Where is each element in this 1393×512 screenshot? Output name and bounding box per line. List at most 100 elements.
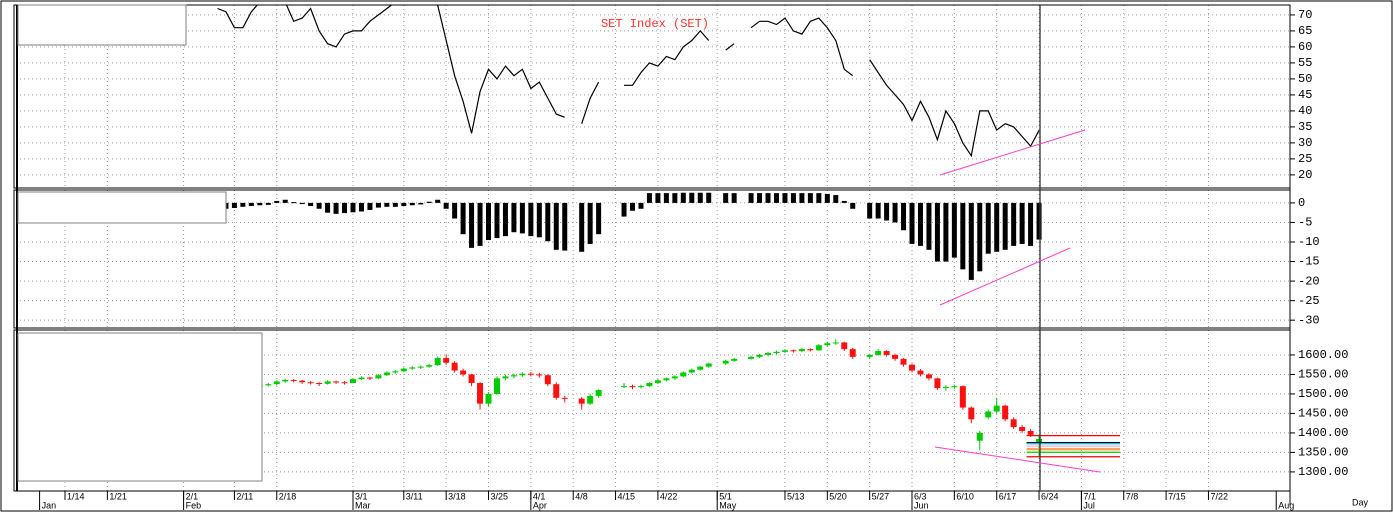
candle-body <box>867 355 873 357</box>
candle-body <box>824 343 830 345</box>
candle-body <box>663 378 669 380</box>
month-label: Apr <box>533 500 547 510</box>
candle-body <box>884 351 890 355</box>
macd-bar <box>359 203 364 212</box>
macd-bar <box>638 203 643 209</box>
macd-bar <box>935 203 940 262</box>
candle-body <box>469 374 475 383</box>
candle-body <box>358 378 364 380</box>
y-tick-label: 1450.00 <box>1298 407 1348 421</box>
macd-bar <box>698 193 703 203</box>
candle-body <box>901 359 907 365</box>
macd-bar <box>291 202 296 203</box>
macd-bar <box>478 203 483 246</box>
macd-bar <box>334 203 339 214</box>
y-tick-label: -10 <box>1298 235 1320 249</box>
x-unit-label: Day <box>1352 497 1369 507</box>
y-tick-label: 1500.00 <box>1298 387 1348 401</box>
macd-bar <box>384 203 389 207</box>
candle-body <box>1019 427 1025 431</box>
y-tick-label: 1350.00 <box>1298 446 1348 460</box>
macd-bar <box>503 203 508 236</box>
candle-body <box>350 379 356 383</box>
candle-body <box>1011 419 1017 427</box>
macd-bar <box>884 203 889 221</box>
candle-body <box>409 367 415 368</box>
macd-bar <box>867 203 872 219</box>
candle-body <box>765 353 771 355</box>
macd-bar <box>249 203 254 206</box>
candle-body <box>892 355 898 359</box>
candle-body <box>977 433 983 441</box>
candle-body <box>960 386 966 407</box>
macd-bar <box>757 193 762 203</box>
macd-bar <box>317 203 322 209</box>
macd-bar <box>681 193 686 203</box>
candle-body <box>316 383 322 384</box>
y-tick-label: 1300.00 <box>1298 465 1348 479</box>
macd-bar <box>943 203 948 262</box>
candle-body <box>790 350 796 351</box>
x-tick-label: 7/22 <box>1210 491 1228 501</box>
macd-bar <box>486 203 491 240</box>
macd-bar <box>300 203 305 204</box>
candle-body <box>401 369 407 372</box>
candle-body <box>367 378 373 379</box>
macd-bar <box>393 203 398 207</box>
y-tick-label: 65 <box>1298 24 1312 38</box>
macd-bar <box>876 203 881 219</box>
macd-bar <box>1003 203 1008 250</box>
macd-bar <box>325 203 330 213</box>
candle-body <box>807 349 813 350</box>
macd-bar <box>401 203 406 206</box>
macd-bar <box>706 193 711 203</box>
month-label: Feb <box>186 500 202 510</box>
candle-body <box>553 384 559 398</box>
candle-body <box>528 374 534 375</box>
macd-bar <box>528 203 533 236</box>
candle-body <box>596 390 602 396</box>
y-tick-label: 70 <box>1298 8 1312 22</box>
candle-body <box>452 363 458 371</box>
candle-body <box>985 411 991 417</box>
macd-bar <box>410 203 415 205</box>
x-tick-label: 5/20 <box>829 491 847 501</box>
candle-body <box>282 380 288 382</box>
candle-body <box>1002 406 1008 420</box>
macd-bar <box>774 193 779 203</box>
macd-bar <box>893 203 898 223</box>
candle-body <box>816 345 822 350</box>
macd-bar <box>494 203 499 238</box>
macd-bar <box>537 203 542 237</box>
candle-body <box>342 382 348 383</box>
y-tick-label: -15 <box>1298 255 1320 269</box>
candle-body <box>291 380 297 381</box>
y-tick-label: 40 <box>1298 104 1312 118</box>
y-tick-label: 1600.00 <box>1298 348 1348 362</box>
y-tick-label: 30 <box>1298 136 1312 150</box>
macd-bar <box>994 203 999 252</box>
macd-bar <box>257 203 262 205</box>
macd-bar <box>308 203 313 206</box>
candle-body <box>375 375 381 378</box>
candle-body <box>968 408 974 420</box>
y-tick-label: -30 <box>1298 313 1320 327</box>
macd-bar <box>816 193 821 203</box>
x-tick-label: 1/21 <box>109 491 127 501</box>
macd-bar <box>511 203 516 232</box>
candle-body <box>934 378 940 388</box>
candle-body <box>943 387 949 388</box>
x-tick-label: 6/24 <box>1041 491 1059 501</box>
candle-body <box>723 361 729 364</box>
candle-body <box>833 342 839 343</box>
macd-bar <box>655 193 660 203</box>
macd-bar <box>952 203 957 258</box>
month-label: Jan <box>42 500 57 510</box>
candle-body <box>545 375 551 384</box>
candle-body <box>630 386 636 387</box>
macd-bar <box>376 203 381 208</box>
candle-body <box>850 349 856 357</box>
macd-bar <box>520 203 525 233</box>
y-tick-label: 20 <box>1298 168 1312 182</box>
macd-bar <box>791 193 796 203</box>
